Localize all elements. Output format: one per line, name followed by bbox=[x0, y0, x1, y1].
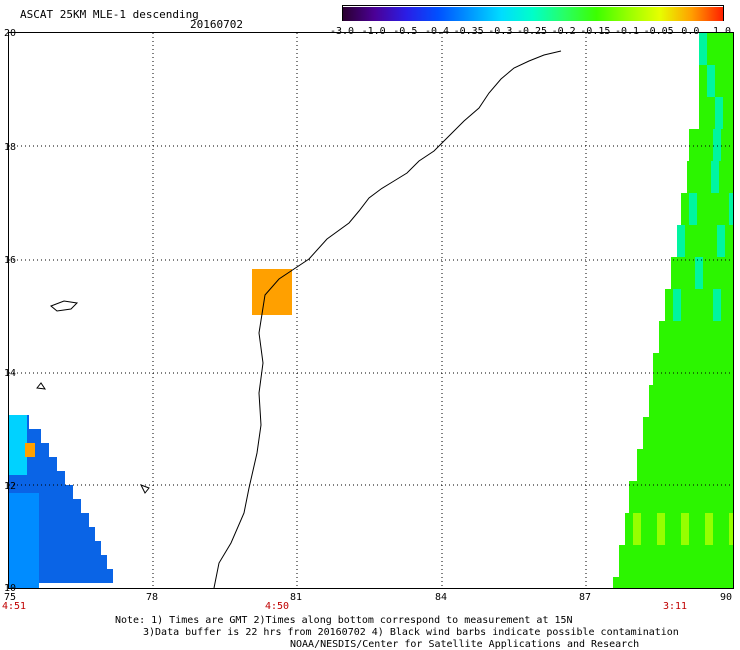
colorbar-tick-label: -0.4 bbox=[424, 26, 450, 37]
colorbar bbox=[342, 5, 724, 21]
colorbar-tick-label: -0.5 bbox=[393, 26, 418, 37]
swath-east bbox=[613, 33, 739, 609]
colorbar-tick-label: -0.05 bbox=[643, 26, 674, 37]
pass-time-label: 4:50 bbox=[264, 601, 290, 612]
colorbar-tick-label: -3.0 bbox=[329, 26, 355, 37]
lon-label: 75 bbox=[3, 592, 17, 603]
lat-label: 10 bbox=[4, 583, 17, 594]
colorbar-tick-label: 1.0 bbox=[712, 26, 732, 37]
pass-time-label: 3:11 bbox=[662, 601, 688, 612]
lat-label: 12 bbox=[4, 481, 17, 492]
lon-label: 84 bbox=[434, 592, 448, 603]
lat-label: 14 bbox=[4, 368, 17, 379]
colorbar-tick-label: -0.25 bbox=[516, 26, 548, 37]
colorbar-tick-label: -0.2 bbox=[551, 26, 576, 37]
lon-label: 90 bbox=[719, 592, 732, 603]
colorbar-tick-label: -1.0 bbox=[361, 26, 386, 37]
lon-label: 78 bbox=[145, 592, 159, 603]
coastline bbox=[213, 50, 562, 589]
graticule bbox=[9, 33, 733, 588]
lat-label: 20 bbox=[4, 28, 17, 39]
chart-date: 20160702 bbox=[190, 18, 243, 31]
island bbox=[50, 300, 79, 312]
island bbox=[139, 484, 150, 494]
footer-note-2: 3)Data buffer is 22 hrs from 20160702 4)… bbox=[143, 627, 679, 638]
colorbar-labels: -3.0 -1.0 -0.5 -0.4 -0.35 -0.3 -0.25 -0.2 -0.15-… bbox=[329, 26, 732, 38]
colorbar-tick-label: -0.1 bbox=[614, 26, 640, 37]
lon-label: 87 bbox=[578, 592, 592, 603]
chart-title: ASCAT 25KM MLE-1 descending bbox=[20, 8, 199, 21]
colorbar-tick-label: 0.0 bbox=[681, 26, 700, 37]
colorbar-tick-label: -0.35 bbox=[453, 26, 484, 37]
colorbar-fill bbox=[343, 7, 723, 21]
footer-note-1: Note: 1) Times are GMT 2)Times along bot… bbox=[115, 615, 573, 626]
map-plot bbox=[8, 32, 739, 609]
map-canvas bbox=[9, 33, 739, 609]
colorbar-tick-label: -0.3 bbox=[488, 26, 513, 37]
island bbox=[36, 382, 47, 390]
colorbar-tick-label: -0.15 bbox=[580, 26, 611, 37]
lon-label: 81 bbox=[289, 592, 303, 603]
lat-label: 18 bbox=[4, 142, 17, 153]
lat-label: 16 bbox=[4, 255, 17, 266]
cell-orange bbox=[252, 269, 292, 315]
footer-note-3: NOAA/NESDIS/Center for Satellite Applica… bbox=[290, 639, 640, 650]
swath-west bbox=[9, 415, 113, 588]
pass-time-label: 4:51 bbox=[1, 601, 27, 612]
colorbar-gradient bbox=[343, 7, 723, 21]
